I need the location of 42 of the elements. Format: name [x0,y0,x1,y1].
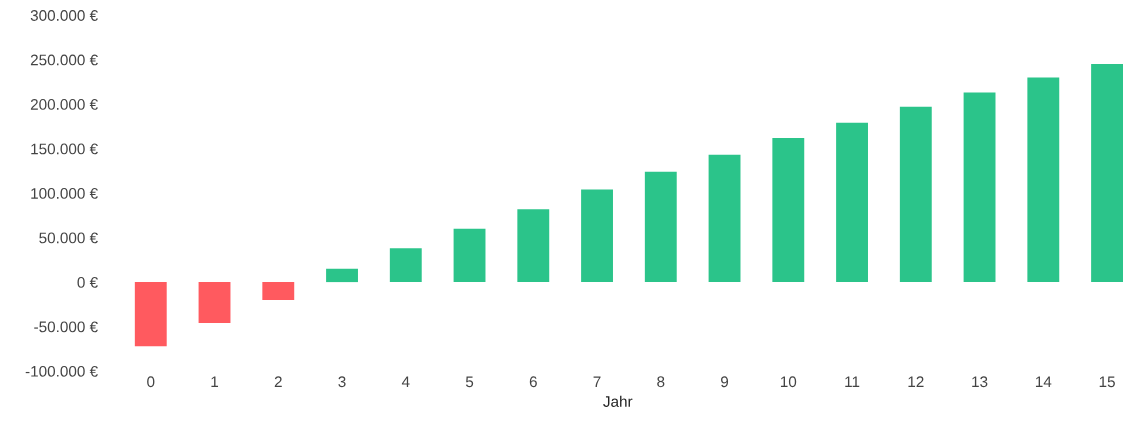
bar [134,282,167,347]
y-tick-label: 50.000 € [39,232,98,244]
bar [644,171,677,283]
x-tick-label: 3 [338,376,346,388]
bar [772,137,805,283]
bar [1027,77,1060,283]
bar [198,282,231,324]
y-tick-label: -50.000 € [34,321,98,333]
y-tick-label: 200.000 € [30,99,98,110]
x-tick-label: 1 [211,376,219,387]
x-tick-label: 14 [1035,376,1052,387]
bar [453,228,486,283]
x-tick-label: 10 [780,376,797,388]
x-tick-label: 12 [908,376,924,387]
bar [1091,64,1123,283]
bar [326,268,358,283]
x-tick-label: 7 [593,376,601,387]
bar [389,248,422,283]
y-tick-label: -100.000 € [25,365,98,377]
bar [836,122,868,283]
x-axis-title: Jahr [603,395,633,407]
x-tick-label: 11 [845,376,860,387]
x-tick-label: 13 [972,376,988,388]
x-tick-label: 5 [465,376,474,388]
x-tick-label: 2 [274,376,282,387]
y-tick-label: 0 € [77,276,98,288]
x-tick-label: 9 [721,376,729,388]
x-tick-label: 4 [401,376,410,387]
x-tick-label: 6 [529,376,537,388]
bar [517,209,550,283]
y-tick-label: 100.000 € [31,188,98,199]
y-tick-label: 150.000 € [31,143,98,155]
y-tick-label: 300.000 € [30,10,98,21]
x-tick-label: 8 [657,376,665,388]
bar [899,106,932,283]
y-tick-label: 250.000 € [30,54,98,66]
x-tick-label: 0 [147,376,155,388]
bar [963,92,996,283]
x-tick-label: 15 [1099,376,1115,388]
bar [708,154,741,283]
bar [262,282,295,300]
bar [581,189,613,283]
